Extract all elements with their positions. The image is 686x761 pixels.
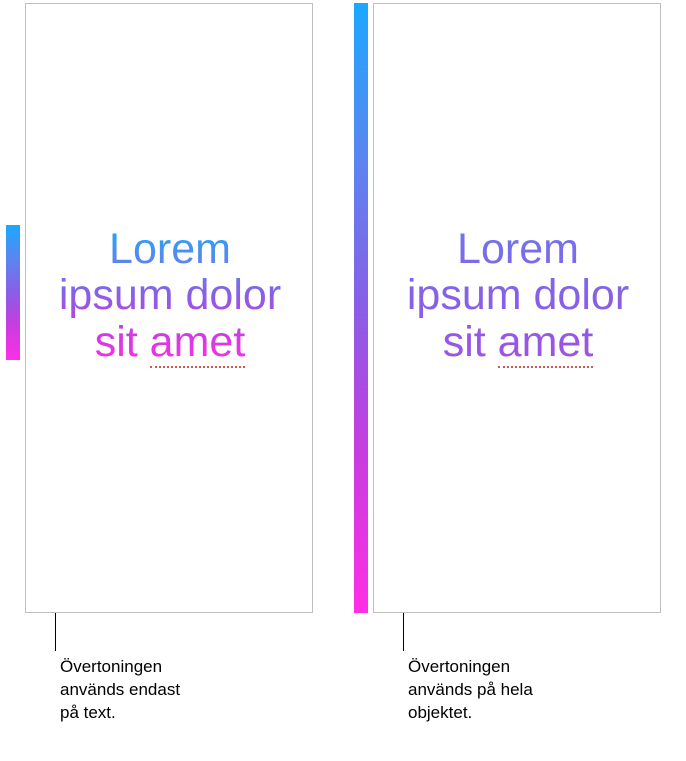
gradient-indicator-left — [6, 225, 20, 360]
caption-right: Övertoningenanvänds på helaobjektet. — [408, 656, 648, 725]
word-lorem: Lorem — [457, 225, 579, 273]
callout-line-right — [403, 613, 404, 651]
word-ipsum: ipsum — [407, 271, 522, 319]
sample-text-right: Lorem ipsum dolor sit amet — [374, 226, 662, 365]
word-dolor: dolor — [534, 271, 630, 319]
gradient-indicator-right — [354, 3, 368, 613]
example-panel-text-only: Lorem ipsum dolor sit amet — [25, 3, 313, 613]
word-lorem: Lorem — [109, 225, 231, 273]
word-amet: amet — [150, 318, 246, 368]
caption-left: Övertoningenanvänds endastpå text. — [60, 656, 300, 725]
word-dolor: dolor — [186, 271, 282, 319]
sample-text-left: Lorem ipsum dolor sit amet — [26, 226, 314, 365]
word-sit: sit — [95, 318, 138, 366]
word-ipsum: ipsum — [59, 271, 174, 319]
word-amet: amet — [498, 318, 594, 368]
word-sit: sit — [443, 318, 486, 366]
callout-line-left — [55, 613, 56, 651]
example-panel-whole-object: Lorem ipsum dolor sit amet — [373, 3, 661, 613]
